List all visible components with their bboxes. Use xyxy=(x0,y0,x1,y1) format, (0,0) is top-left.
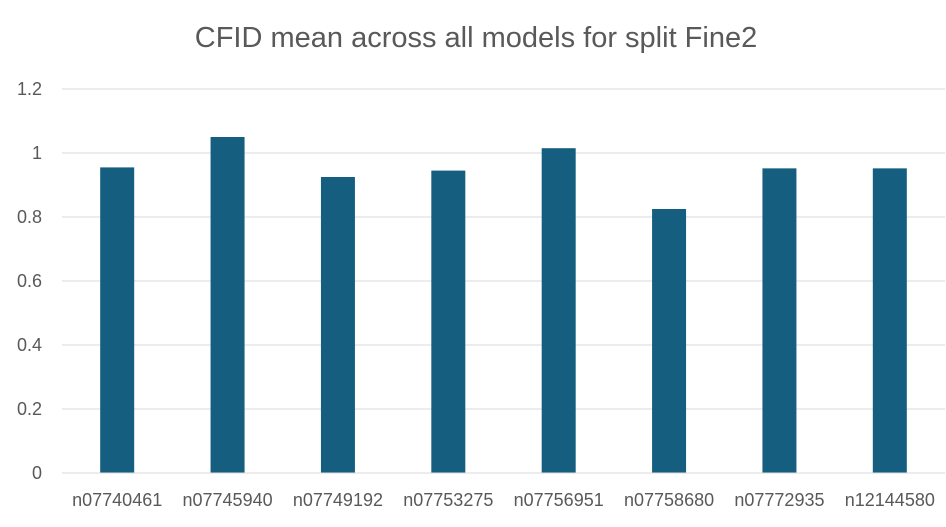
bar-n12144580 xyxy=(872,168,907,474)
bar-n07772935 xyxy=(762,168,797,474)
y-tick-label: 1 xyxy=(32,143,42,163)
x-tick-label: n07749192 xyxy=(293,490,383,510)
y-axis-ticks: 0 0.2 0.4 0.6 0.8 1 1.2 xyxy=(17,79,42,483)
x-tick-label: n07772935 xyxy=(734,490,824,510)
x-axis-ticks: n07740461 n07745940 n07749192 n07753275 n077… xyxy=(72,490,935,510)
bar-n07749192 xyxy=(320,177,355,473)
y-tick-label: 0.2 xyxy=(17,399,42,419)
bar-n07753275 xyxy=(431,170,466,473)
x-tick-label: n07753275 xyxy=(403,490,493,510)
y-tick-label: 0 xyxy=(32,463,42,483)
y-tick-label: 0.4 xyxy=(17,335,42,355)
x-tick-label: n07758680 xyxy=(624,490,714,510)
y-tick-label: 0.6 xyxy=(17,271,42,291)
x-tick-label: n07745940 xyxy=(183,490,273,510)
chart-title: CFID mean across all models for split Fi… xyxy=(195,22,757,54)
x-tick-label: n07740461 xyxy=(72,490,162,510)
y-tick-label: 0.8 xyxy=(17,207,42,227)
bars xyxy=(100,137,907,474)
bar-n07758680 xyxy=(652,209,687,473)
bar-n07745940 xyxy=(210,137,245,473)
bar-n07756951 xyxy=(541,148,576,473)
x-tick-label: n07756951 xyxy=(514,490,604,510)
x-tick-label: n12144580 xyxy=(845,490,935,510)
bar-n07740461 xyxy=(100,167,135,473)
y-tick-label: 1.2 xyxy=(17,79,42,99)
gridlines xyxy=(62,88,945,410)
